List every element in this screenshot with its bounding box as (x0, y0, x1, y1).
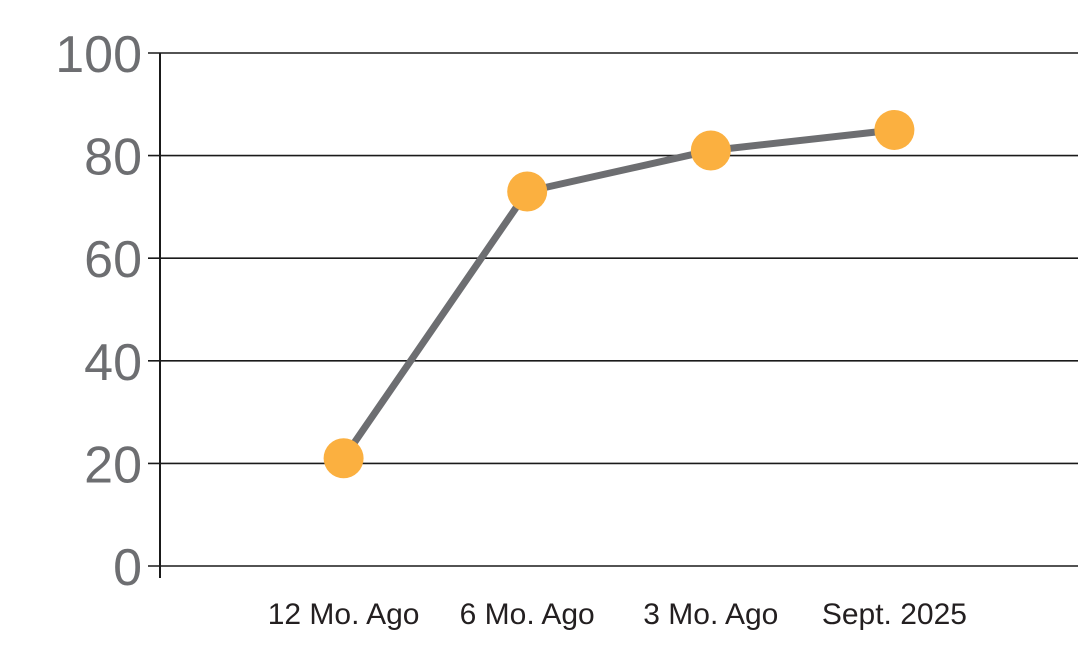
y-tick-label: 20 (84, 436, 142, 494)
y-tick-label: 60 (84, 231, 142, 289)
data-point (690, 130, 731, 171)
data-line (340, 126, 898, 462)
data-point (874, 109, 915, 150)
x-tick-label: 3 Mo. Ago (643, 598, 778, 631)
x-tick-label: 6 Mo. Ago (460, 598, 595, 631)
data-point (507, 171, 548, 212)
x-tick-label: Sept. 2025 (822, 598, 967, 631)
x-tick-label: 12 Mo. Ago (268, 598, 420, 631)
y-tick-label: 0 (113, 539, 142, 597)
y-tick-label: 80 (84, 129, 142, 187)
data-point (323, 438, 364, 479)
y-tick-label: 40 (84, 334, 142, 392)
y-tick-label: 100 (55, 26, 142, 84)
